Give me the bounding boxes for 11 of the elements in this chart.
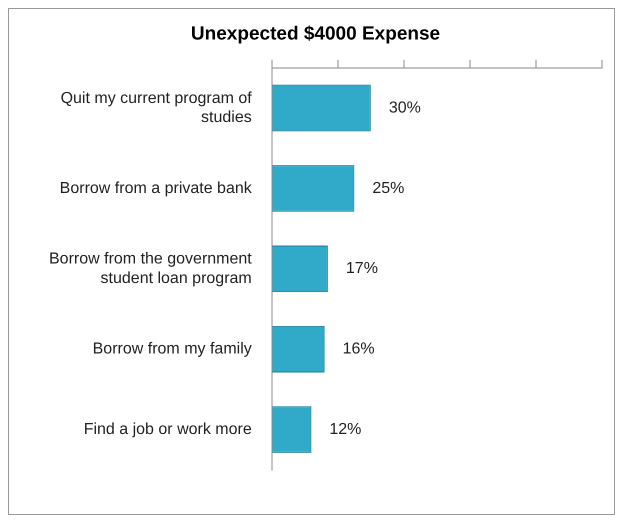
data-label: 12% <box>329 421 362 438</box>
y-tick-label: Find a job or work more <box>84 421 252 438</box>
y-tick-label: Borrow from a private bank <box>60 180 253 197</box>
data-label: 17% <box>346 260 378 278</box>
data-label: 25% <box>372 180 404 197</box>
data-label: 16% <box>342 340 375 358</box>
y-tick-label: Borrow from the government student loan program <box>49 250 252 287</box>
y-tick-label: Quit my current program of studies <box>60 90 252 126</box>
y-tick-label: Borrow from my family <box>92 340 252 358</box>
data-label: 30% <box>388 99 421 116</box>
chart-title: Unexpected $4000 Expense <box>190 24 440 45</box>
